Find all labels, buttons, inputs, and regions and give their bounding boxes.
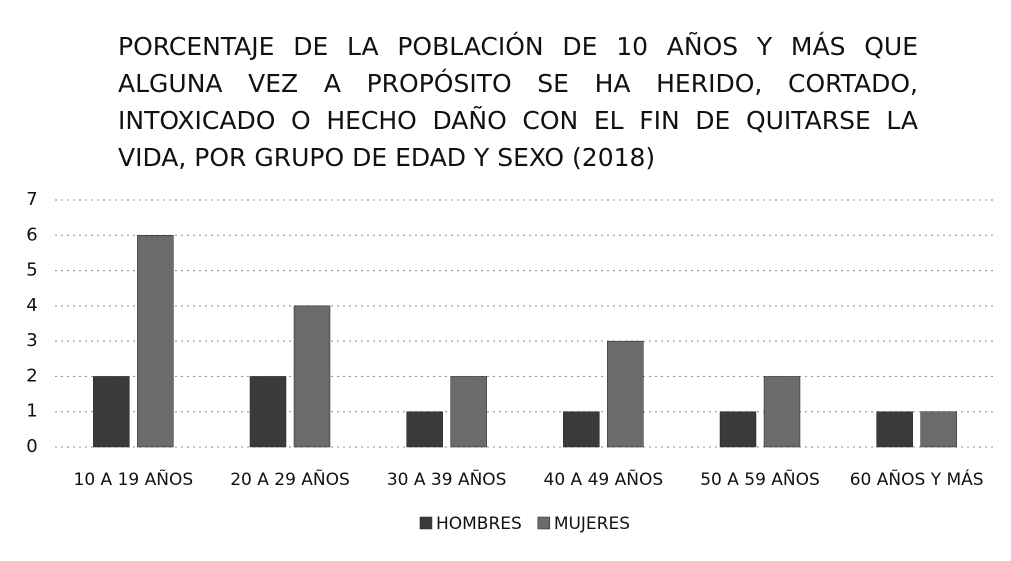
x-tick-label: 60 AÑOS Y MÁS	[850, 468, 984, 490]
y-tick-label: 2	[26, 365, 37, 386]
x-tick-label: 50 A 59 AÑOS	[700, 468, 820, 490]
legend-swatch	[537, 516, 551, 530]
y-tick-label: 0	[26, 436, 37, 457]
legend-label: MUJERES	[554, 514, 630, 534]
bar	[293, 305, 331, 448]
x-tick-label: 20 A 29 AÑOS	[230, 468, 350, 490]
y-tick-label: 3	[26, 330, 37, 351]
bar	[249, 376, 287, 448]
bar	[607, 340, 644, 448]
legend-label: HOMBRES	[436, 514, 522, 534]
x-tick-label: 40 A 49 AÑOS	[544, 468, 664, 490]
y-tick-label: 7	[26, 189, 37, 210]
bar	[920, 411, 957, 448]
bar	[93, 376, 130, 448]
y-tick-label: 6	[26, 224, 37, 245]
bar	[137, 235, 174, 448]
y-tick-label: 5	[26, 260, 37, 281]
bar	[719, 411, 757, 448]
y-tick-label: 4	[26, 295, 37, 316]
bar	[406, 411, 443, 448]
bar	[563, 411, 600, 448]
x-tick-label: 30 A 39 AÑOS	[387, 468, 507, 490]
x-tick-label: 10 A 19 AÑOS	[74, 468, 194, 490]
bar	[876, 411, 913, 448]
bar	[763, 376, 801, 448]
bar	[450, 376, 487, 448]
chart-title: PORCENTAJE DE LA POBLACIÓN DE 10 AÑOS Y …	[118, 32, 918, 172]
y-tick-label: 1	[26, 401, 37, 422]
legend-swatch	[419, 516, 433, 530]
